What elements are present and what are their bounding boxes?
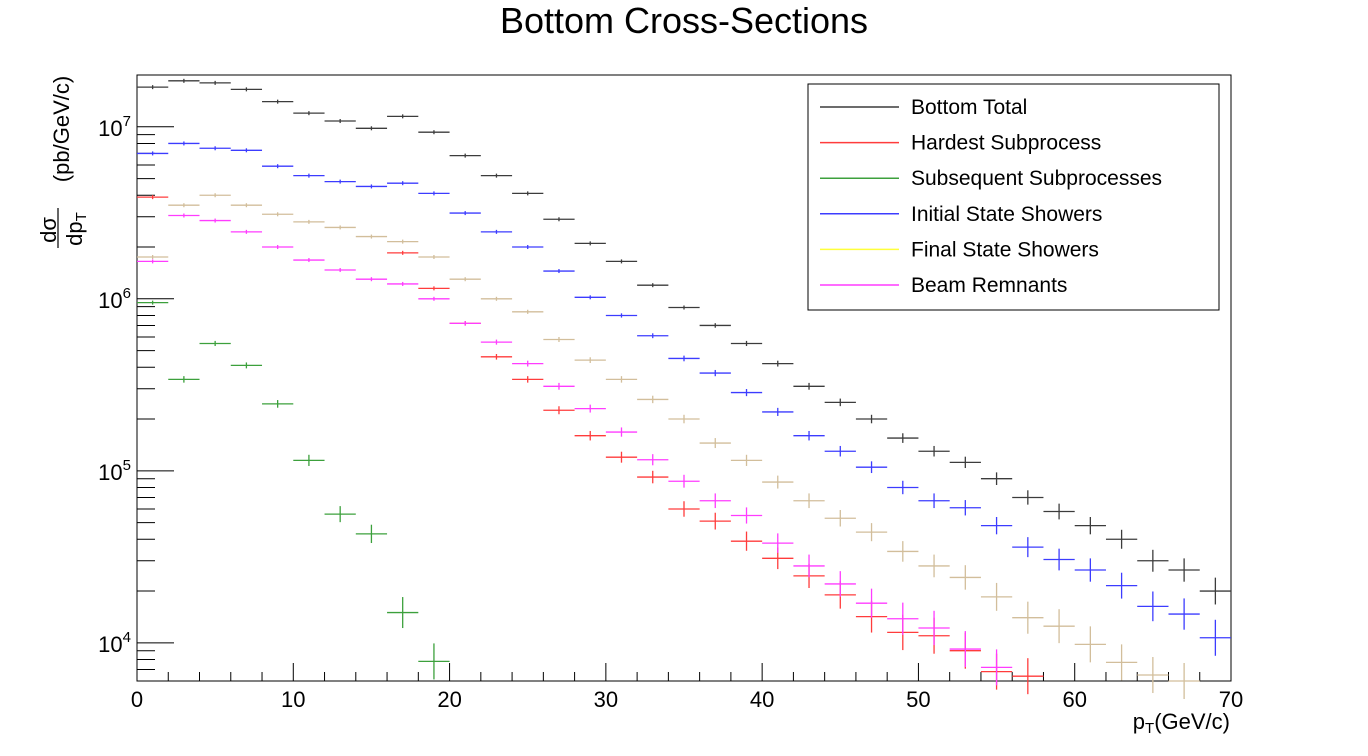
legend: Bottom Total Hardest Subprocess Subsequent… (807, 83, 1220, 311)
y-tick-label: 104 (98, 629, 131, 657)
series-subsequent-subprocesses (137, 300, 450, 680)
y-label-numerator: dσ (36, 217, 61, 243)
y-label-denominator: dpT (62, 212, 90, 246)
legend-label: Beam Remnants (911, 274, 1067, 297)
y-tick-label: 106 (98, 285, 131, 313)
legend-label: Bottom Total (911, 96, 1027, 119)
series-layer (137, 78, 1231, 699)
x-label-sub: T (1145, 720, 1154, 737)
legend-label: Initial State Showers (911, 203, 1102, 226)
x-tick-label: 10 (281, 687, 305, 712)
x-label-unit: (GeV/c) (1154, 709, 1230, 734)
plot-frame (136, 74, 1232, 682)
y-label-denominator-sub: T (73, 212, 90, 221)
legend-items: Bottom Total Hardest Subprocess Subsequent… (820, 96, 1162, 297)
y-label-unit: (pb/GeV/c) (49, 76, 74, 182)
legend-box (807, 83, 1220, 311)
x-tick-label: 30 (594, 687, 618, 712)
x-tick-label: 70 (1219, 687, 1243, 712)
y-label-denominator-main: dp (62, 221, 87, 245)
x-tick-label: 20 (437, 687, 461, 712)
axes-layer: 0 10 20 30 40 50 60 70 104 105 106 107 (98, 74, 1243, 712)
chart-title: Bottom Cross-Sections (500, 0, 868, 41)
y-axis-label: dσ dpT (pb/GeV/c) (36, 76, 90, 248)
legend-label: Hardest Subprocess (911, 132, 1101, 155)
x-label-main: p (1133, 709, 1145, 734)
series-bottom-total (137, 78, 1231, 605)
x-tick-label: 0 (131, 687, 143, 712)
x-tick-label: 60 (1062, 687, 1086, 712)
series-unlabeled-6 (137, 193, 1200, 699)
legend-label: Final State Showers (911, 238, 1099, 261)
series-initial-state-showers (137, 141, 1231, 656)
y-tick-label: 105 (98, 457, 131, 485)
x-axis-label: pT(GeV/c) (1133, 709, 1230, 737)
x-tick-label: 40 (750, 687, 774, 712)
series-beam-remnants (137, 213, 1013, 686)
x-tick-label: 50 (906, 687, 930, 712)
y-tick-label: 107 (98, 113, 131, 141)
legend-label: Subsequent Subprocesses (911, 167, 1162, 190)
